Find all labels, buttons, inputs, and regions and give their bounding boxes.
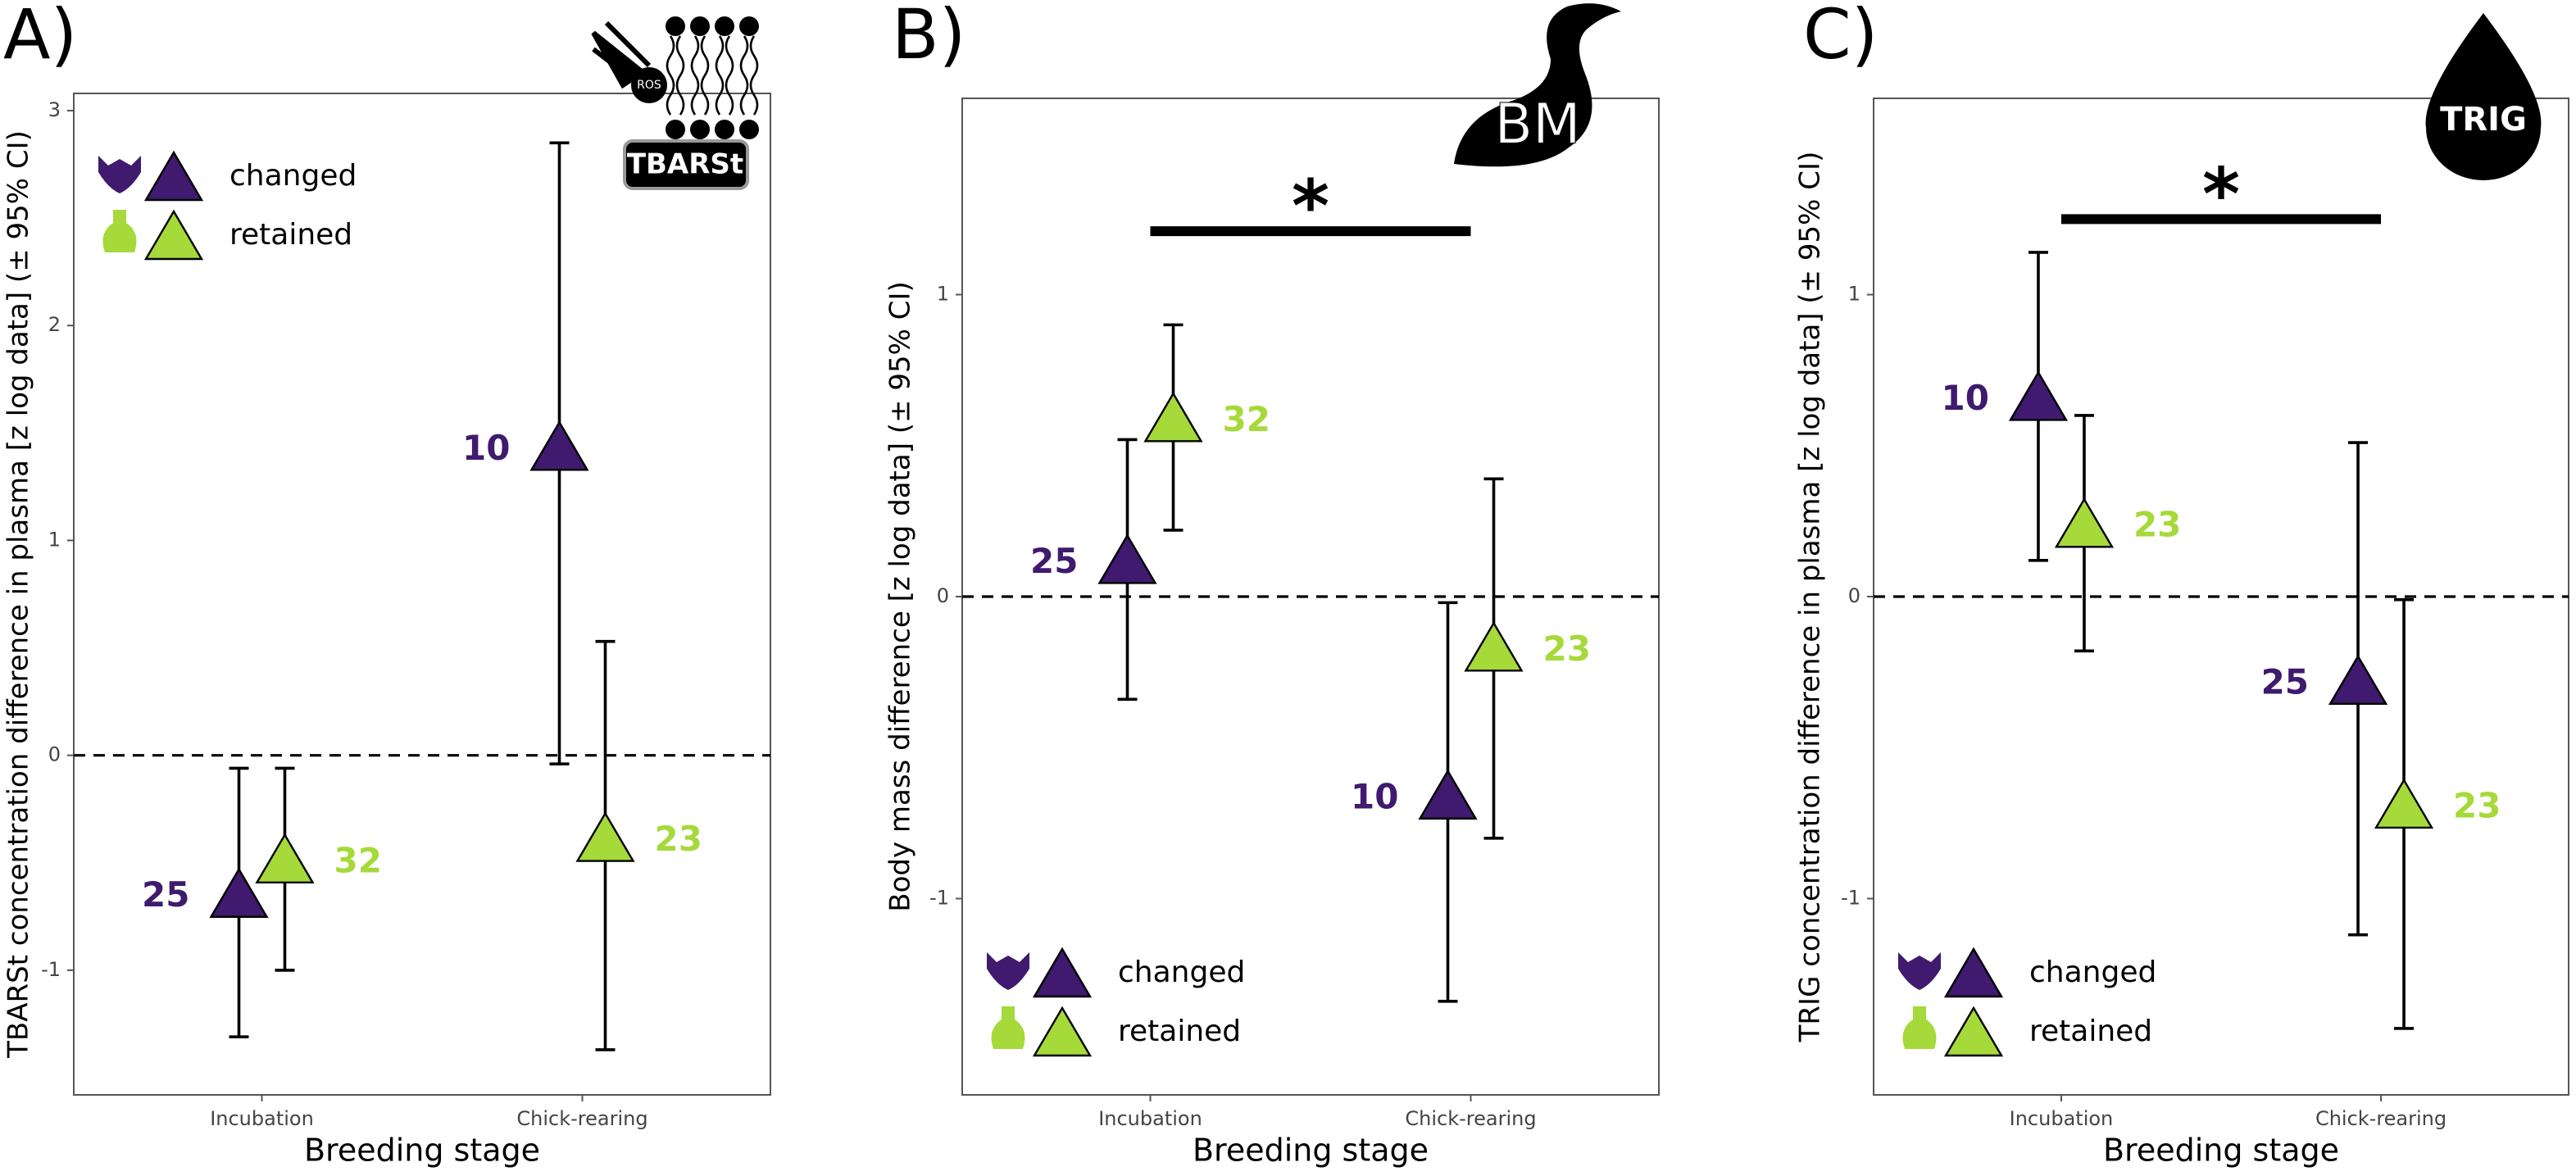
sample-size-label: 32 xyxy=(334,840,382,880)
point-marker xyxy=(1464,620,1524,672)
significance-label: * xyxy=(1292,164,1329,248)
x-tick-label: Incubation xyxy=(2010,1107,2114,1130)
x-tick-label: Chick-rearing xyxy=(2315,1107,2447,1130)
sample-size-label: 10 xyxy=(1942,378,1989,418)
point-marker xyxy=(2374,778,2434,829)
lipid-head xyxy=(715,16,734,36)
point-marker xyxy=(2054,497,2115,548)
point-marker xyxy=(1418,769,1478,820)
y-tick-label: 0 xyxy=(1848,584,1860,607)
panel-label: A) xyxy=(3,0,77,75)
x-tick-label: Incubation xyxy=(210,1107,314,1130)
x-axis-label: Breeding stage xyxy=(1193,1133,1429,1169)
tbarst-icon: ROS TBARSt xyxy=(591,16,759,190)
legend-marker xyxy=(143,209,204,261)
lipid-head xyxy=(690,16,710,36)
y-tick-label: 0 xyxy=(48,743,61,766)
legend-icon xyxy=(987,952,1029,990)
sample-size-label: 23 xyxy=(1543,629,1591,669)
legend-marker xyxy=(1032,947,1093,998)
legend-label: changed xyxy=(229,159,357,193)
legend-marker xyxy=(1943,947,2004,998)
legend-label: retained xyxy=(229,218,352,252)
lipid-head xyxy=(739,120,759,139)
legend-marker xyxy=(1943,1006,2004,1057)
point-marker xyxy=(1097,534,1157,584)
point-marker xyxy=(209,867,269,918)
y-tick-label: -1 xyxy=(1841,886,1860,909)
y-tick-label: -1 xyxy=(929,886,949,909)
x-tick-label: Chick-rearing xyxy=(516,1107,647,1130)
y-tick-label: 0 xyxy=(937,584,949,607)
lipid-head xyxy=(666,120,685,139)
y-axis-label: Body mass difference [z log data] (± 95%… xyxy=(884,281,917,912)
legend-label: retained xyxy=(1118,1015,1241,1048)
y-tick-label: 1 xyxy=(1848,283,1860,306)
lipid-tail xyxy=(715,35,734,116)
point-marker xyxy=(529,420,589,471)
y-tick-label: -1 xyxy=(41,958,61,981)
sample-size-label: 10 xyxy=(462,428,510,468)
legend-icon xyxy=(1902,1006,1937,1049)
panel-label: B) xyxy=(892,0,965,75)
significance-label: * xyxy=(2202,152,2240,236)
y-tick-label: 2 xyxy=(48,313,61,336)
legend-label: changed xyxy=(1118,956,1245,989)
legend-label: retained xyxy=(2029,1015,2152,1048)
lipid-tail xyxy=(666,35,685,116)
x-axis-label: Breeding stage xyxy=(304,1133,540,1169)
sample-size-label: 23 xyxy=(2453,785,2501,825)
y-axis-label: TRIG concentration difference in plasma … xyxy=(1794,152,1827,1043)
y-tick-label: 1 xyxy=(48,528,61,551)
y-axis-label: TBARSt concentration difference in plasm… xyxy=(2,130,35,1059)
legend-icon xyxy=(991,1006,1025,1049)
x-tick-label: Chick-rearing xyxy=(1405,1107,1536,1130)
lipid-head xyxy=(715,120,734,139)
tbarst-badge xyxy=(623,139,749,190)
sample-size-label: 32 xyxy=(1223,399,1270,439)
ros-ball xyxy=(631,67,667,103)
sample-size-label: 23 xyxy=(655,819,702,859)
panel-label: C) xyxy=(1803,0,1878,75)
lipid-head xyxy=(690,120,710,139)
point-marker xyxy=(255,833,315,883)
lipid-tail xyxy=(690,35,710,116)
drop-icon xyxy=(2425,13,2542,180)
y-tick-label: 1 xyxy=(937,283,949,306)
lipid-tail xyxy=(739,35,759,116)
legend-marker xyxy=(1032,1006,1093,1057)
y-tick-label: 3 xyxy=(48,98,61,121)
icon-label: TRIG xyxy=(2440,101,2527,138)
bird-icon xyxy=(1454,3,1621,167)
point-marker xyxy=(1143,391,1203,443)
point-marker xyxy=(2008,370,2069,421)
icon-label: TBARSt xyxy=(627,148,743,181)
point-marker xyxy=(575,811,635,862)
sample-size-label: 23 xyxy=(2133,505,2181,545)
x-axis-label: Breeding stage xyxy=(2103,1133,2339,1169)
legend-marker xyxy=(143,150,204,202)
point-marker xyxy=(2328,654,2388,706)
sample-size-label: 10 xyxy=(1351,776,1398,816)
lipid-head xyxy=(666,16,685,36)
legend-icon xyxy=(1898,952,1941,990)
sample-size-label: 25 xyxy=(142,874,189,915)
icon-label: BM xyxy=(1494,93,1580,157)
plot-frame xyxy=(73,93,771,1096)
sample-size-label: 25 xyxy=(2261,661,2309,702)
lipid-head xyxy=(739,16,759,36)
sample-size-label: 25 xyxy=(1030,541,1078,581)
legend-icon xyxy=(102,210,137,252)
ros-label: ROS xyxy=(637,79,661,92)
legend-label: changed xyxy=(2029,956,2156,989)
x-tick-label: Incubation xyxy=(1098,1107,1202,1130)
legend-icon xyxy=(98,156,141,193)
